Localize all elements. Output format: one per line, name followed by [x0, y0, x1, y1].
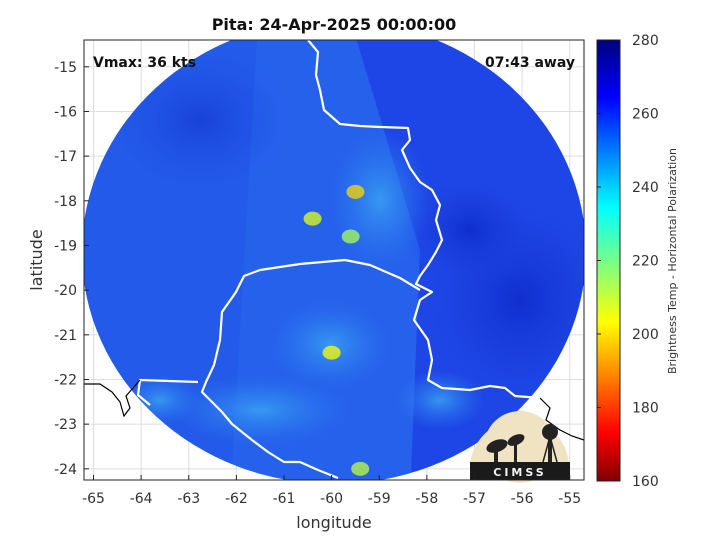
colorbar-tick-label: 260	[632, 107, 659, 123]
y-tick-label: -21	[54, 328, 77, 344]
y-tick-label: -20	[54, 283, 77, 299]
plot-title: Pita: 24-Apr-2025 00:00:00	[212, 15, 457, 34]
time-away-label: 07:43 away	[485, 55, 575, 71]
x-tick-label: -63	[177, 491, 200, 507]
y-tick-label: -23	[54, 417, 77, 433]
x-tick-label: -65	[82, 491, 105, 507]
cimss-logo: CIMSS	[470, 411, 570, 483]
brightness-swath	[84, 40, 584, 480]
coastline	[84, 379, 141, 418]
brightness-feature	[322, 345, 341, 360]
x-tick-label: -62	[225, 491, 248, 507]
country-boundary	[136, 378, 199, 406]
y-tick-label: -17	[54, 149, 77, 165]
y-tick-label: -16	[54, 104, 77, 120]
x-tick-label: -56	[511, 491, 534, 507]
colorbar-tick-label: 220	[632, 254, 659, 270]
y-axis-label: latitude	[27, 229, 46, 290]
y-tick-label: -22	[54, 372, 77, 388]
country-boundary	[200, 258, 421, 480]
y-tick-label: -15	[54, 60, 77, 76]
x-tick-label: -64	[130, 491, 153, 507]
x-tick-label: -60	[320, 491, 343, 507]
colorbar-tick-label: 160	[632, 474, 659, 490]
colorbar-tick-label: 200	[632, 327, 659, 343]
x-axis-label: longitude	[296, 513, 371, 532]
brightness-feature	[351, 461, 370, 476]
axis-ticks	[84, 66, 571, 480]
logo-text: CIMSS	[493, 466, 546, 479]
colorbar-tick-label: 240	[632, 180, 659, 196]
brightness-feature	[346, 184, 365, 199]
brightness-feature	[303, 211, 322, 226]
colorbar-label: Brightness Temp - Horizontal Polarizatio…	[666, 148, 679, 374]
x-tick-label: -61	[273, 491, 296, 507]
x-tick-label: -58	[415, 491, 438, 507]
brightness-feature	[341, 229, 360, 244]
colorbar-tick-label: 280	[632, 33, 659, 49]
x-tick-label: -59	[368, 491, 391, 507]
x-tick-label: -57	[463, 491, 486, 507]
y-tick-label: -19	[54, 238, 77, 254]
colorbar-ticks: 160 180 200 220 240 260 280	[597, 33, 659, 490]
colorbar-tick-label: 180	[632, 401, 659, 417]
country-boundary	[307, 40, 541, 400]
y-tick-label: -18	[54, 194, 77, 210]
y-tick-label: -24	[54, 462, 77, 478]
vmax-label: Vmax: 36 kts	[93, 55, 196, 71]
x-tick-label: -55	[558, 491, 581, 507]
plot-frame	[83, 39, 585, 481]
